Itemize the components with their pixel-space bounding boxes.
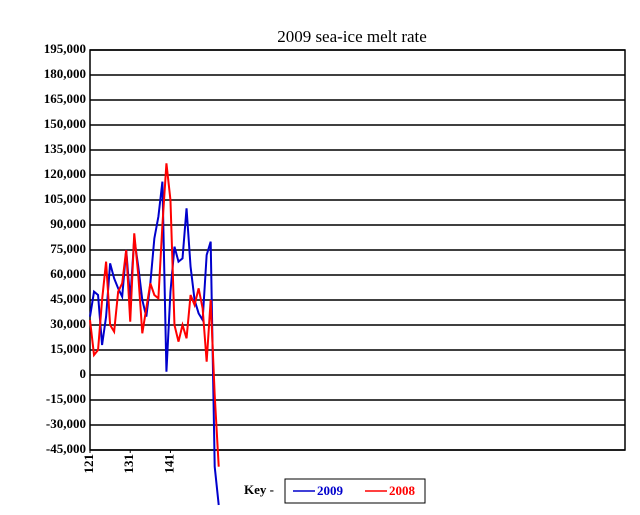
x-tick-label: 121 bbox=[81, 454, 96, 474]
y-tick-label: 120,000 bbox=[44, 166, 86, 181]
y-tick-label: 180,000 bbox=[44, 66, 86, 81]
y-tick-label: 45,000 bbox=[50, 291, 86, 306]
y-tick-label: 15,000 bbox=[50, 341, 86, 356]
series-line bbox=[89, 181, 220, 506]
y-tick-label: 195,000 bbox=[44, 41, 86, 56]
y-tick-label: -15,000 bbox=[46, 391, 86, 406]
legend-box bbox=[284, 478, 426, 504]
chart-title: 2009 sea-ice melt rate bbox=[277, 27, 427, 46]
y-tick-label: 90,000 bbox=[50, 216, 86, 231]
x-tick-label: 141 bbox=[161, 454, 176, 474]
x-tick-label: 131 bbox=[121, 454, 136, 474]
legend-label: 2008 bbox=[389, 483, 416, 498]
y-tick-label: 135,000 bbox=[44, 141, 86, 156]
y-tick-label: -45,000 bbox=[46, 441, 86, 456]
legend-title: Key - bbox=[244, 482, 274, 497]
y-tick-label: 75,000 bbox=[50, 241, 86, 256]
y-tick-label: 165,000 bbox=[44, 91, 86, 106]
y-tick-label: 150,000 bbox=[44, 116, 86, 131]
y-tick-label: 0 bbox=[80, 366, 87, 381]
y-tick-label: -30,000 bbox=[46, 416, 86, 431]
y-tick-label: 30,000 bbox=[50, 316, 86, 331]
y-tick-label: 105,000 bbox=[44, 191, 86, 206]
legend-label: 2009 bbox=[317, 483, 344, 498]
y-tick-label: 60,000 bbox=[50, 266, 86, 281]
series-line bbox=[89, 163, 220, 467]
